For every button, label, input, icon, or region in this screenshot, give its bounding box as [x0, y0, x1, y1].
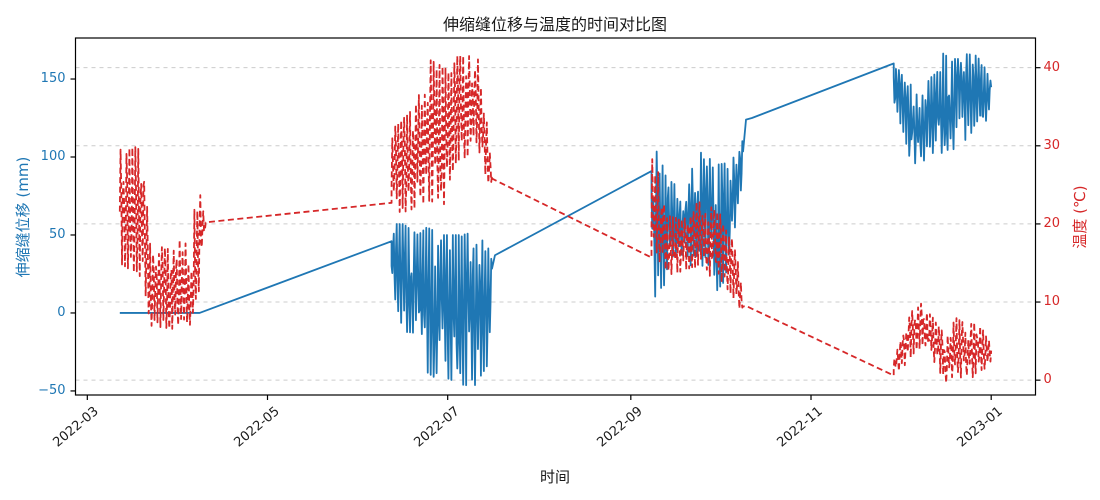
displacement-series-line — [119, 52, 993, 387]
y-tick-right-label: 20 — [1043, 215, 1061, 231]
y-tick-right-label: 40 — [1043, 59, 1061, 75]
x-axis-label: 时间 — [539, 468, 570, 486]
y-tick-right-label: 30 — [1043, 137, 1061, 153]
y-tick-left-label: 0 — [57, 304, 66, 320]
y-tick-right-label: 0 — [1043, 372, 1052, 388]
y-tick-left-label: 150 — [40, 71, 66, 87]
plot-border — [74, 37, 1037, 396]
chart-title: 伸缩缝位移与温度的时间对比图 — [442, 15, 667, 34]
y-tick-left-label: −50 — [38, 382, 66, 398]
y-tick-left-label: 100 — [40, 149, 66, 164]
y-axis-label-left: 伸缩缝位移 (mm) — [14, 156, 32, 278]
temperature-series-line — [118, 55, 993, 384]
y-tick-right-label: 10 — [1043, 294, 1061, 310]
y-tick-left-label: 50 — [48, 226, 66, 242]
